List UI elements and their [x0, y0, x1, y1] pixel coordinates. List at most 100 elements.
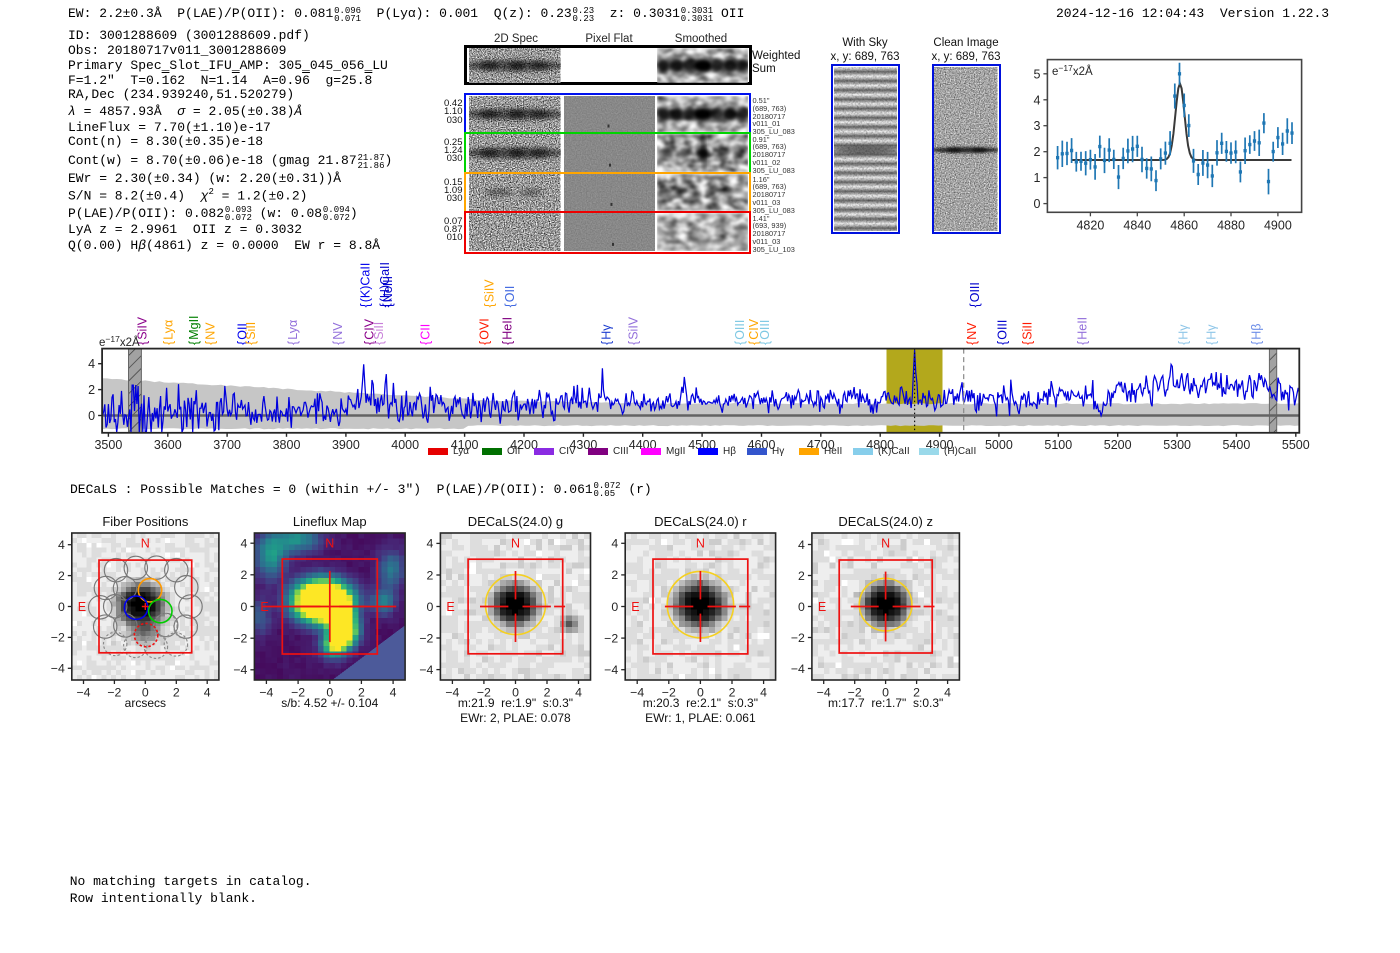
- svg-text:{ NV: { NV: [965, 322, 979, 345]
- svg-text:−4: −4: [419, 663, 433, 677]
- svg-text:E: E: [631, 600, 639, 614]
- svg-text:−4: −4: [233, 663, 247, 677]
- svg-text:{ (H)CaII: { (H)CaII: [378, 262, 392, 308]
- svg-text:−4: −4: [51, 662, 65, 676]
- svg-text:0: 0: [1033, 197, 1040, 211]
- svg-text:{ (K)CaII: { (K)CaII: [359, 263, 373, 308]
- svg-text:{ SiIV: { SiIV: [483, 279, 497, 308]
- svg-text:4100: 4100: [451, 438, 479, 452]
- svg-text:5: 5: [1033, 67, 1040, 81]
- svg-text:0: 0: [798, 600, 805, 614]
- svg-text:4: 4: [88, 357, 95, 371]
- svg-text:0: 0: [142, 686, 149, 700]
- svg-text:{ OVI: { OVI: [478, 318, 492, 345]
- svg-text:0: 0: [882, 686, 889, 700]
- svg-text:2: 2: [913, 686, 920, 700]
- svg-text:2: 2: [58, 569, 65, 583]
- svg-text:4820: 4820: [1076, 218, 1104, 232]
- svg-text:5400: 5400: [1222, 438, 1250, 452]
- svg-text:−4: −4: [76, 686, 90, 700]
- svg-text:4: 4: [390, 686, 397, 700]
- svg-text:2: 2: [427, 568, 434, 582]
- svg-text:{ OII: { OII: [503, 286, 517, 308]
- svg-text:E: E: [78, 600, 86, 614]
- svg-text:5200: 5200: [1104, 438, 1132, 452]
- svg-text:0: 0: [58, 600, 65, 614]
- svg-text:2: 2: [241, 568, 248, 582]
- svg-text:{ SiII: { SiII: [372, 322, 386, 345]
- svg-text:3: 3: [1033, 119, 1040, 133]
- svg-text:{ SiII: { SiII: [244, 322, 258, 345]
- svg-text:4: 4: [1033, 93, 1040, 107]
- svg-text:−2: −2: [107, 686, 121, 700]
- svg-text:−2: −2: [848, 686, 862, 700]
- svg-text:4: 4: [611, 537, 618, 551]
- svg-text:3800: 3800: [273, 438, 301, 452]
- svg-text:2: 2: [88, 383, 95, 397]
- svg-text:−4: −4: [445, 686, 459, 700]
- svg-text:0: 0: [88, 409, 95, 423]
- svg-text:N: N: [696, 537, 705, 551]
- svg-text:−4: −4: [630, 686, 644, 700]
- svg-text:2: 2: [729, 686, 736, 700]
- svg-text:−2: −2: [791, 631, 805, 645]
- svg-text:N: N: [325, 537, 334, 551]
- svg-text:5000: 5000: [985, 438, 1013, 452]
- svg-text:{ SiIV: { SiIV: [627, 316, 641, 345]
- svg-text:E: E: [260, 600, 268, 614]
- svg-text:{ OIII: { OIII: [733, 320, 747, 345]
- svg-text:4800: 4800: [866, 438, 894, 452]
- svg-text:4: 4: [760, 686, 767, 700]
- svg-text:2: 2: [173, 686, 180, 700]
- svg-text:4200: 4200: [510, 438, 538, 452]
- svg-text:{ Lyα: { Lyα: [286, 320, 300, 345]
- svg-text:4: 4: [204, 686, 211, 700]
- svg-text:1: 1: [1033, 171, 1040, 185]
- svg-text:{ Hγ: { Hγ: [600, 324, 614, 345]
- svg-text:4: 4: [798, 538, 805, 552]
- svg-text:−4: −4: [817, 686, 831, 700]
- svg-text:−4: −4: [259, 686, 273, 700]
- svg-text:{ OIII: { OIII: [758, 320, 772, 345]
- svg-text:4880: 4880: [1217, 218, 1245, 232]
- svg-text:4: 4: [575, 686, 582, 700]
- svg-text:N: N: [881, 537, 890, 551]
- svg-text:5500: 5500: [1282, 438, 1310, 452]
- svg-text:E: E: [446, 600, 454, 614]
- svg-text:{ SiIV: { SiIV: [135, 316, 149, 345]
- svg-text:{ CIV: { CIV: [363, 318, 377, 345]
- svg-text:{ Hγ: { Hγ: [1177, 324, 1191, 345]
- svg-text:0: 0: [512, 686, 519, 700]
- svg-text:4860: 4860: [1170, 218, 1198, 232]
- svg-text:{ OIII: { OIII: [996, 320, 1010, 345]
- svg-text:{ MgII: { MgII: [187, 315, 201, 345]
- svg-text:−2: −2: [51, 631, 65, 645]
- svg-text:{ SiII: { SiII: [1021, 322, 1035, 345]
- svg-text:{ CII: { CII: [419, 324, 433, 345]
- svg-text:3500: 3500: [94, 438, 122, 452]
- svg-text:{ NV: { NV: [331, 322, 345, 345]
- svg-text:{ HeII: { HeII: [501, 317, 515, 345]
- svg-text:−2: −2: [233, 632, 247, 646]
- svg-text:{ Hβ: { Hβ: [1250, 324, 1264, 345]
- svg-text:−2: −2: [662, 686, 676, 700]
- svg-text:4000: 4000: [391, 438, 419, 452]
- svg-text:{ NeIII: { NeIII: [381, 276, 395, 308]
- svg-text:0: 0: [427, 600, 434, 614]
- svg-text:4: 4: [241, 537, 248, 551]
- svg-text:0: 0: [241, 600, 248, 614]
- svg-text:4: 4: [944, 686, 951, 700]
- svg-text:N: N: [141, 537, 150, 551]
- svg-text:4: 4: [427, 537, 434, 551]
- svg-text:5100: 5100: [1044, 438, 1072, 452]
- svg-text:−4: −4: [604, 663, 618, 677]
- svg-text:3600: 3600: [154, 438, 182, 452]
- svg-text:−2: −2: [477, 686, 491, 700]
- svg-text:4: 4: [58, 538, 65, 552]
- svg-text:{ HeII: { HeII: [1076, 317, 1090, 345]
- svg-text:E: E: [818, 600, 826, 614]
- svg-text:{ OII: { OII: [236, 323, 250, 345]
- svg-text:4900: 4900: [1264, 218, 1292, 232]
- svg-text:4840: 4840: [1123, 218, 1151, 232]
- svg-text:−4: −4: [791, 662, 805, 676]
